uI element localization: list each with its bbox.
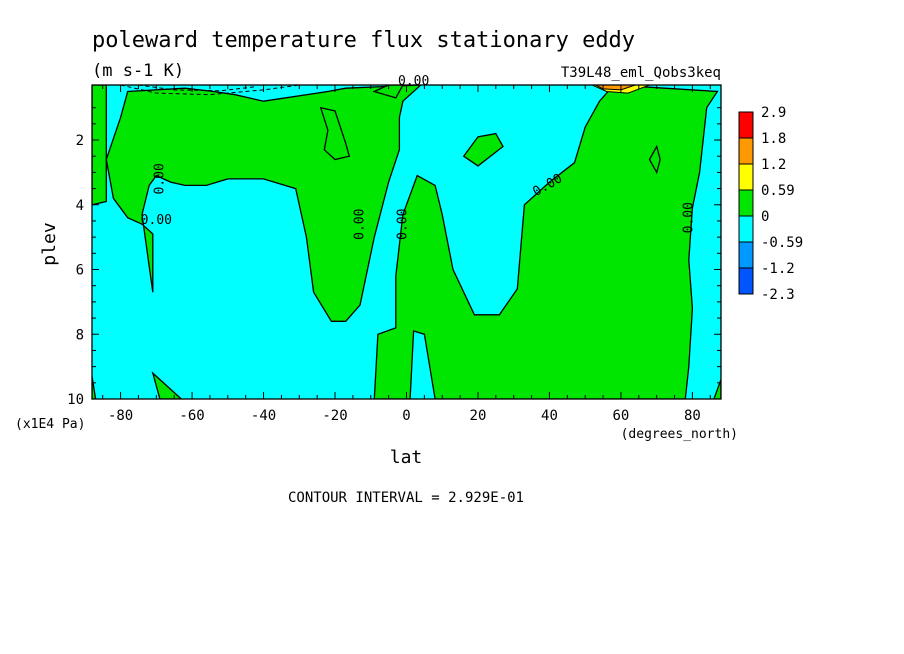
- colorbar-swatch: [738, 163, 754, 191]
- contour-label: 0.00: [353, 209, 368, 240]
- positive-region: [151, 371, 183, 399]
- chart-title: poleward temperature flux stationary edd…: [92, 28, 635, 53]
- x-axis-units: (degrees_north): [621, 427, 738, 442]
- positive-region: [373, 85, 719, 399]
- positive-region: [713, 379, 721, 399]
- colorbar-label: 0: [761, 209, 769, 225]
- contour-interval-label: CONTOUR INTERVAL = 2.929E-01: [288, 490, 524, 506]
- y-tick-label: 8: [76, 327, 84, 343]
- run-label: T39L48_eml_Qobs3keq: [561, 65, 721, 81]
- x-tick-label: 40: [541, 408, 558, 424]
- colorbar-swatch: [738, 137, 754, 165]
- colorbar-legend: 2.9 1.8 1.2 0.59 0 -0.59 -1.2 -2.3: [738, 105, 803, 303]
- x-axis-label: lat: [390, 447, 423, 468]
- y-axis-label: plev: [39, 222, 60, 265]
- x-tick-label: -80: [108, 408, 133, 424]
- negative-contour-line: [138, 85, 257, 92]
- colorbar-label: -0.59: [761, 235, 803, 251]
- plot-area: [91, 84, 722, 400]
- contour-fills: [92, 85, 721, 399]
- y-tick-label: 4: [76, 198, 84, 214]
- y-tick-label: 2: [76, 133, 84, 149]
- colorbar-label: -1.2: [761, 261, 795, 277]
- colorbar-swatch: [738, 111, 754, 139]
- colorbar-label: 0.59: [761, 183, 795, 199]
- x-tick-label: 60: [613, 408, 630, 424]
- colorbar-label: 2.9: [761, 105, 786, 121]
- colorbar-label: 1.8: [761, 131, 786, 147]
- y-tick-label: 10: [67, 392, 84, 408]
- contour-label: 0.00: [152, 163, 167, 194]
- colorbar-label: 1.2: [761, 157, 786, 173]
- positive-region: [319, 106, 351, 161]
- x-axis-ticks: -80 -60 -40 -20 0 20 40 60 80: [102, 85, 711, 424]
- x-tick-label: -20: [322, 408, 347, 424]
- positive-region: [648, 144, 661, 175]
- colorbar-swatch: [738, 189, 754, 217]
- contour-label: 0.00: [141, 213, 172, 228]
- colorbar-swatch: [738, 215, 754, 243]
- colorbar-swatch: [738, 267, 754, 295]
- positive-region: [372, 85, 404, 99]
- positive-region: [92, 85, 107, 206]
- x-tick-label: 0: [402, 408, 410, 424]
- contour-label: 0.00: [398, 74, 429, 89]
- contour-label: 0.00: [396, 209, 411, 240]
- x-tick-label: 20: [470, 408, 487, 424]
- positive-region: [92, 376, 97, 399]
- x-tick-label: -60: [179, 408, 204, 424]
- positive-region: [462, 132, 504, 167]
- y-axis-ticks: 2 4 6 8 10: [67, 107, 721, 408]
- chart-units: (m s-1 K): [92, 61, 184, 81]
- y-axis-units: (x1E4 Pa): [15, 417, 85, 432]
- colorbar-swatch: [738, 241, 754, 269]
- negative-contour-line: [120, 85, 300, 96]
- x-tick-label: -40: [251, 408, 276, 424]
- contour-label: 0.00: [681, 202, 696, 233]
- colorbar-label: -2.3: [761, 287, 795, 303]
- y-tick-label: 6: [76, 263, 84, 279]
- x-tick-label: 80: [684, 408, 701, 424]
